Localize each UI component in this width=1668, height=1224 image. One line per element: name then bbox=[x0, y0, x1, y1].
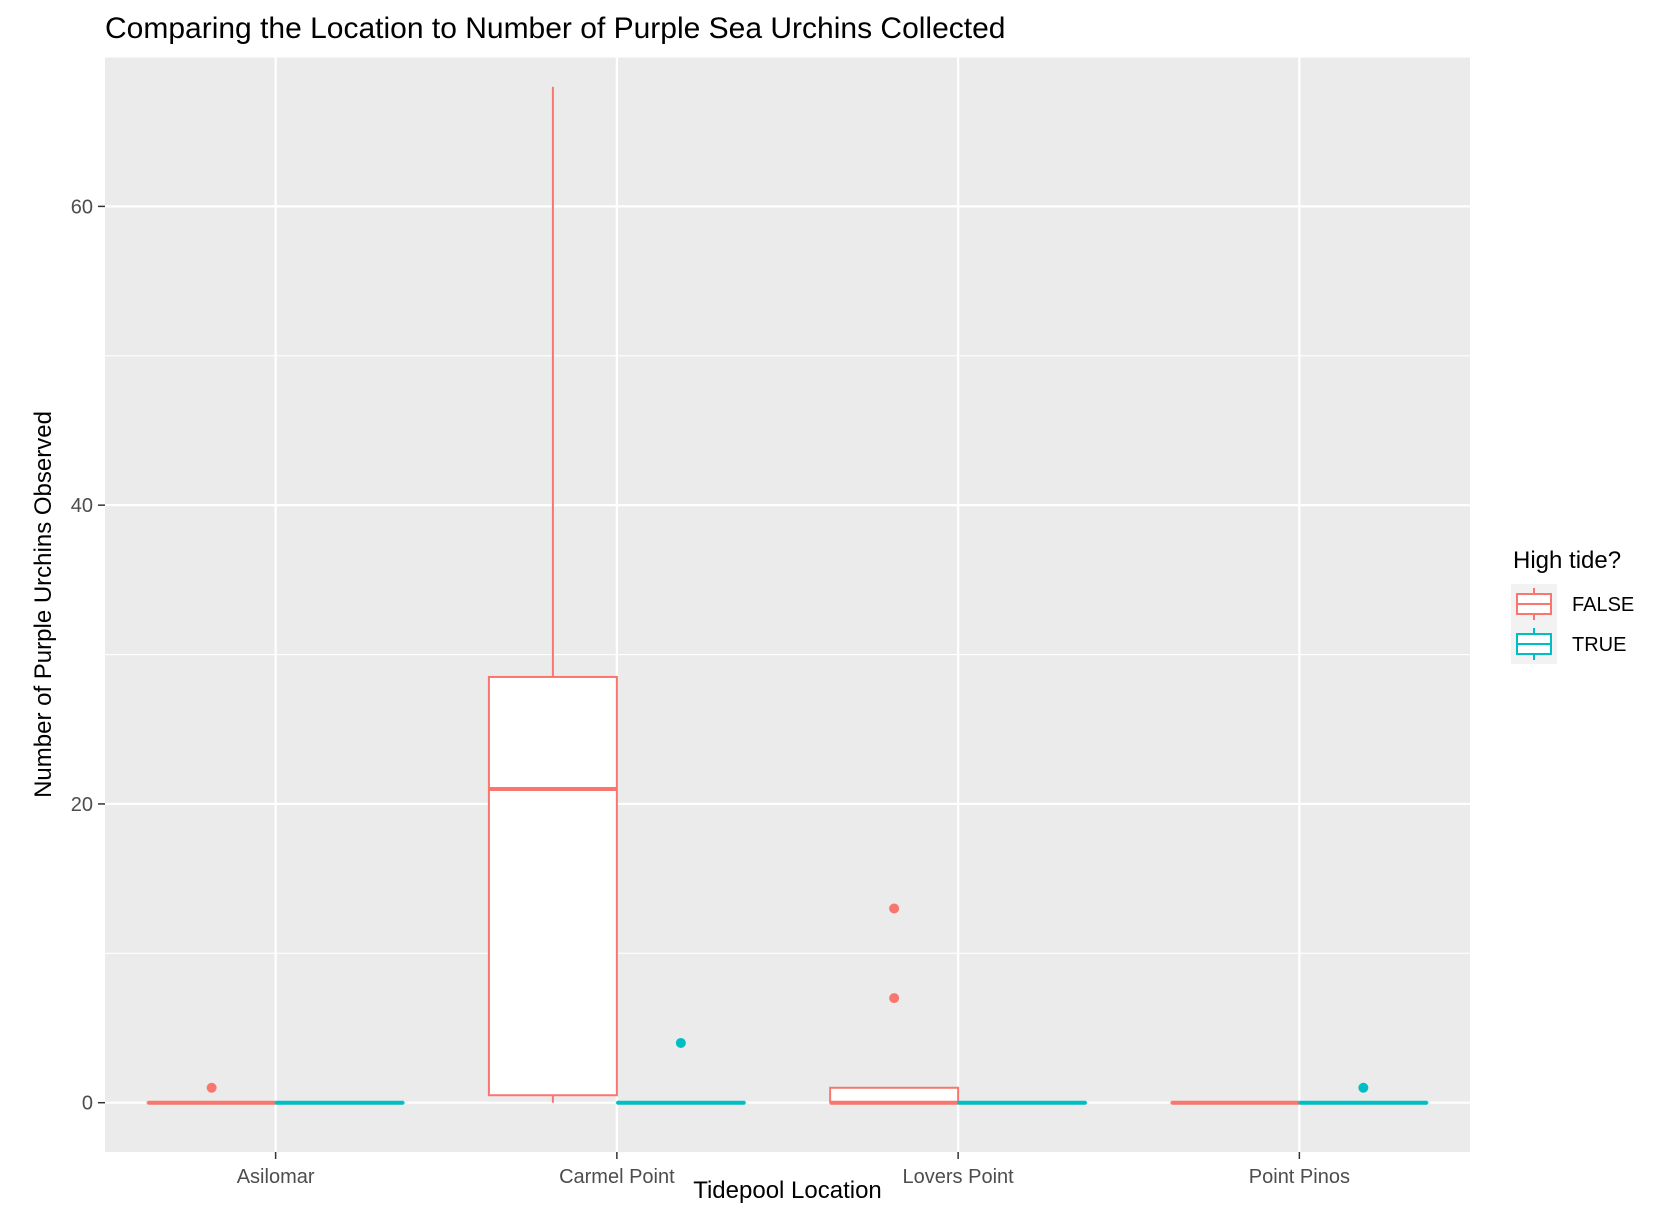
outlier-point bbox=[889, 903, 900, 914]
legend-key-true bbox=[1511, 624, 1557, 664]
y-tick-label: 60 bbox=[71, 196, 93, 218]
box-false-lovers-point bbox=[829, 903, 960, 1105]
plot-panel bbox=[105, 57, 1470, 1152]
x-tick-label: Point Pinos bbox=[1249, 1166, 1350, 1188]
y-axis-title: Number of Purple Urchins Observed bbox=[30, 411, 57, 798]
chart-title: Comparing the Location to Number of Purp… bbox=[105, 12, 1005, 45]
outlier-point bbox=[889, 993, 900, 1004]
box-true-point-pinos bbox=[1298, 1082, 1429, 1105]
outlier-point bbox=[1358, 1082, 1369, 1093]
legend-label-true: TRUE bbox=[1572, 634, 1626, 656]
x-tick-label: Lovers Point bbox=[903, 1166, 1015, 1188]
legend-title: High tide? bbox=[1513, 547, 1621, 574]
x-axis: Asilomar Carmel Point Lovers Point Point Pi… bbox=[237, 1152, 1350, 1188]
legend: High tide? FALSE TRUE bbox=[1511, 547, 1634, 664]
y-axis: 0 20 40 60 bbox=[71, 196, 105, 1115]
y-tick-label: 40 bbox=[71, 495, 93, 517]
x-axis-title: Tidepool Location bbox=[693, 1177, 882, 1204]
y-tick-label: 20 bbox=[71, 794, 93, 816]
box-body bbox=[829, 1086, 960, 1104]
outlier-point bbox=[675, 1037, 686, 1048]
box-body bbox=[487, 675, 618, 1097]
box-true-carmel-point bbox=[615, 1037, 746, 1105]
x-tick-label: Carmel Point bbox=[559, 1166, 675, 1188]
x-tick-label: Asilomar bbox=[237, 1166, 315, 1188]
box-false-carmel-point bbox=[487, 86, 618, 1103]
box-series bbox=[146, 86, 1429, 1105]
legend-key-false bbox=[1511, 584, 1557, 624]
outlier-point bbox=[206, 1082, 217, 1093]
y-tick-label: 0 bbox=[82, 1093, 93, 1115]
legend-label-false: FALSE bbox=[1572, 594, 1634, 616]
